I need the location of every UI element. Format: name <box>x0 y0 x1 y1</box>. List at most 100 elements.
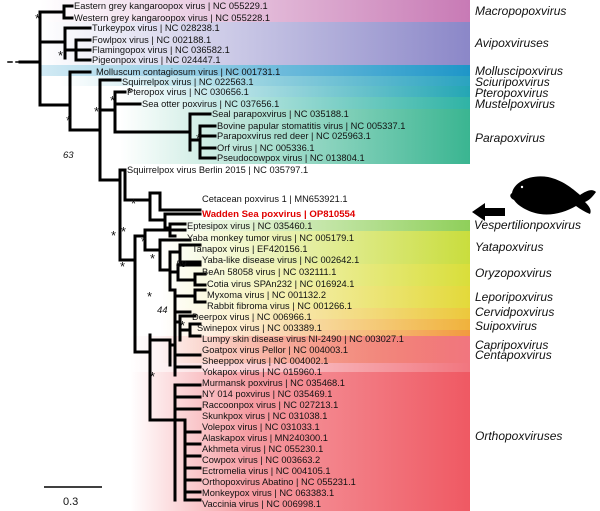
tip-seal-parapox: Seal parapoxvirus | NC 035188.1 <box>212 109 349 119</box>
band-orthopoxviruses <box>130 372 470 511</box>
support-star: * <box>111 228 116 243</box>
clade-leporipoxvirus: Leporipoxvirus <box>475 290 553 304</box>
tip-ny014: NY 014 poxvirus | NC 035469.1 <box>202 389 332 399</box>
band-sciuripoxvirus <box>60 76 470 86</box>
clade-bands <box>40 0 470 511</box>
band-suipoxvirus <box>160 319 470 330</box>
tip-skunkpox: Skunkpox virus | NC 031038.1 <box>202 411 327 421</box>
tip-bean58058: BeAn 58058 virus | NC 032111.1 <box>202 267 336 277</box>
clade-labels: Macropopoxvirus Avipoxviruses Molluscipo… <box>474 4 581 443</box>
support-value-63: 63 <box>63 150 74 161</box>
tip-cowpox: Cowpox virus | NC 003663.2 <box>202 455 320 465</box>
support-star: * <box>147 289 152 304</box>
tip-pteropox: Pteropox virus | NC 030656.1 <box>127 87 249 97</box>
band-macropopoxvirus <box>40 0 470 22</box>
tip-yokapox: Yokapox virus | NC 015960.1 <box>202 367 322 377</box>
support-star: * <box>150 369 155 384</box>
tip-murmansk: Murmansk poxvirus | NC 035468.1 <box>202 378 345 388</box>
tip-raccoonpox: Raccoonpox virus | NC 027213.1 <box>202 400 338 410</box>
band-leporipoxvirus <box>160 286 470 308</box>
support-star: * <box>121 224 126 239</box>
tip-sheeppox: Sheeppox virus | NC 004002.1 <box>202 356 328 366</box>
tip-molluscum: Molluscum contagiosum virus | NC 001731.… <box>96 67 280 77</box>
tip-eptesipox: Eptesipox virus | NC 035460.1 <box>187 221 312 231</box>
clade-centapoxvirus: Centapoxvirus <box>475 348 552 362</box>
support-value-44: 44 <box>157 305 168 316</box>
support-star: * <box>141 234 146 249</box>
tip-ectromelia: Ectromelia virus | NC 004105.1 <box>202 466 331 476</box>
clade-vespertilionpoxvirus: Vespertilionpoxvirus <box>474 218 581 232</box>
scale-bar: 0.3 <box>44 486 102 508</box>
tip-squirrelpox-berlin: Squirrelpox virus Berlin 2015 | NC 03579… <box>127 165 308 175</box>
tip-western-grey: Western grey kangaroopox virus | NC 0552… <box>74 13 270 23</box>
tip-goatpox: Goatpox virus Pellor | NC 004003.1 <box>202 345 348 355</box>
tip-flamingopox: Flamingopox virus | NC 036582.1 <box>92 45 230 55</box>
highlight-arrow <box>472 203 505 221</box>
clade-avipoxviruses: Avipoxviruses <box>474 36 549 50</box>
tip-bovine-papular: Bovine papular stomatitis virus | NC 005… <box>217 121 405 131</box>
clade-parapoxvirus: Parapoxvirus <box>475 131 545 145</box>
tip-volepox: Volepox virus | NC 031033.1 <box>202 422 320 432</box>
band-molluscipoxvirus <box>40 65 470 76</box>
tip-wadden-sea-highlight: Wadden Sea poxvirus | OP810554 <box>202 209 356 220</box>
tip-pseudocowpox: Pseudocowpox virus | NC 013804.1 <box>217 153 365 163</box>
support-star: * <box>58 48 63 63</box>
tip-sea-otter: Sea otter poxvirus | NC 037656.1 <box>142 99 279 109</box>
tip-rabbit-fibroma: Rabbit fibroma virus | NC 001266.1 <box>207 301 352 311</box>
tip-orf: Orf virus | NC 005336.1 <box>217 143 315 153</box>
support-star: * <box>180 318 185 333</box>
support-star: * <box>110 93 115 108</box>
clade-cervidpoxvirus: Cervidpoxvirus <box>475 305 554 319</box>
tip-deerpox: Deerpox virus | NC 006966.1 <box>192 312 312 322</box>
tip-alaskapox: Alaskapox virus | MN240300.1 <box>202 433 328 443</box>
support-star: * <box>35 11 40 26</box>
tip-vaccinia: Vaccinia virus | NC 006998.1 <box>202 499 321 509</box>
band-oryzopoxvirus <box>160 264 470 286</box>
support-star: * <box>150 251 155 266</box>
clade-pteropoxvirus: Pteropoxvirus <box>475 86 548 100</box>
support-star: * <box>66 113 71 128</box>
tip-yaba-like: Yaba-like disease virus | NC 002642.1 <box>202 255 359 265</box>
band-vespertilionpoxvirus <box>160 220 470 231</box>
band-cervidpoxvirus <box>160 308 470 319</box>
tip-pigeonpox: Pigeonpox virus | NC 024447.1 <box>92 55 221 65</box>
clade-yatapoxvirus: Yatapoxvirus <box>475 240 543 254</box>
band-mustelpoxvirus <box>120 97 470 109</box>
tip-cotia: Cotia virus SPAn232 | NC 016924.1 <box>207 279 354 289</box>
support-star: * <box>120 259 125 274</box>
support-star: * <box>94 104 99 119</box>
clade-capripoxvirus: Capripoxvirus <box>475 338 548 352</box>
support-star: * <box>131 196 136 211</box>
clade-suipoxvirus: Suipoxvirus <box>475 319 537 333</box>
clade-orthopoxviruses: Orthopoxviruses <box>475 429 562 443</box>
seal-silhouette-icon <box>510 176 596 215</box>
support-values: * * * * * * * 63 * * * * * 59 * * 44 * * <box>35 11 201 384</box>
tip-akhmeta: Akhmeta virus | NC 055230.1 <box>202 444 323 454</box>
tip-cetacean: Cetacean poxvirus 1 | MN653921.1 <box>202 194 348 204</box>
band-yatapoxvirus <box>160 231 470 264</box>
tip-parapox-red-deer: Parapoxvirus red deer | NC 025963.1 <box>217 131 371 141</box>
clade-mustelpoxvirus: Mustelpoxvirus <box>475 97 555 111</box>
clade-oryzopoxvirus: Oryzopoxvirus <box>475 266 552 280</box>
tip-swinepox: Swinepox virus | NC 003389.1 <box>197 323 322 333</box>
band-parapoxvirus <box>120 109 470 164</box>
band-avipoxviruses <box>40 22 470 65</box>
tip-eastern-grey: Eastern grey kangaroopox virus | NC 0552… <box>74 1 268 11</box>
support-star: * <box>196 131 201 146</box>
tip-turkeypox: Turkeypox virus | NC 028238.1 <box>92 23 220 33</box>
tip-lumpy-skin: Lumpy skin disease virus NI-2490 | NC 00… <box>202 334 404 344</box>
tip-monkeypox: Monkeypox virus | NC 063383.1 <box>202 488 334 498</box>
tip-myxoma: Myxoma virus | NC 001132.2 <box>207 290 326 300</box>
tip-tanapox: Tanapox virus | EF420156.1 <box>192 244 308 254</box>
support-value-59: 59 <box>176 259 187 270</box>
clade-macropopoxvirus: Macropopoxvirus <box>475 4 566 18</box>
band-pteropoxvirus <box>120 86 470 97</box>
scale-bar-label: 0.3 <box>63 496 78 508</box>
tree-branches <box>7 4 217 502</box>
clade-sciuripoxvirus: Sciuripoxvirus <box>475 75 550 89</box>
tip-squirrelpox: Squirrelpox virus | NC 022563.1 <box>122 77 254 87</box>
clade-molluscipoxvirus: Molluscipoxvirus <box>475 64 563 78</box>
tip-yaba-monkey: Yaba monkey tumor virus | NC 005179.1 <box>187 233 354 243</box>
